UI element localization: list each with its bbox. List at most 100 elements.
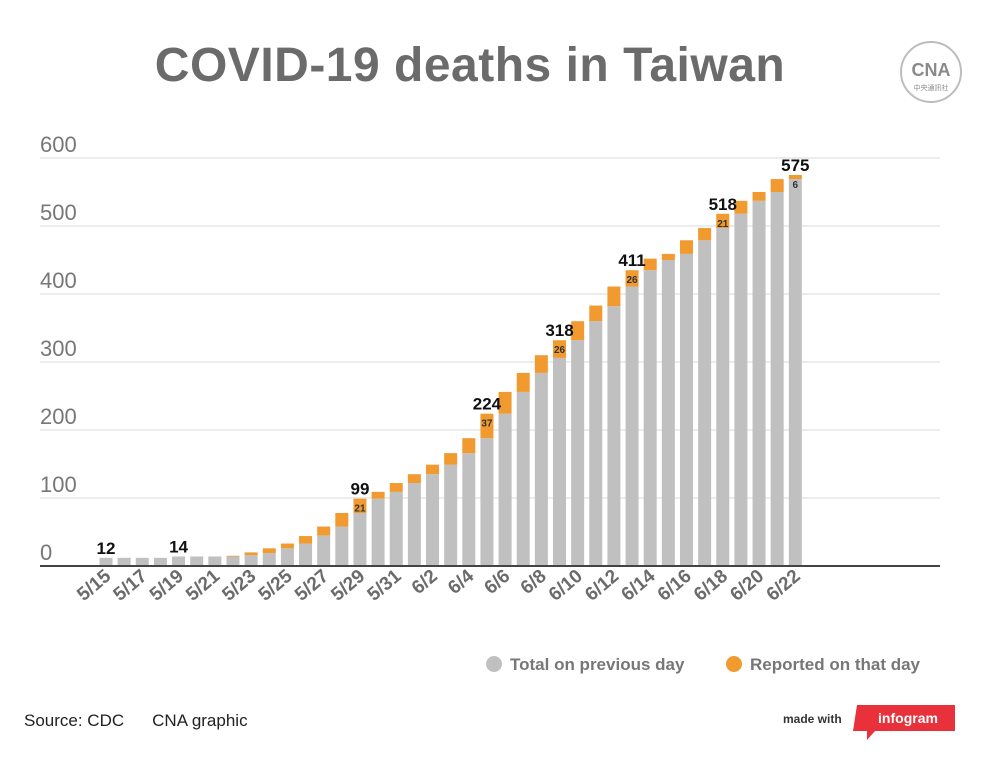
bar-daily <box>589 305 603 322</box>
bar-daily <box>299 536 313 544</box>
chart-title: COVID-19 deaths in Taiwan <box>154 39 786 92</box>
bar-total <box>135 557 149 566</box>
bar-total <box>407 483 421 566</box>
cna-logo-icon: CNA 中央通訊社 <box>900 41 962 103</box>
data-label-daily: 26 <box>554 345 566 356</box>
legend-label-reported: Reported on that day <box>750 655 921 674</box>
bar-total <box>353 512 367 566</box>
bar-total <box>607 306 621 566</box>
y-tick-label: 100 <box>40 472 77 497</box>
source-text: Source: CDC <box>24 711 125 730</box>
bar-total <box>426 474 440 566</box>
bar-total <box>117 557 131 566</box>
data-label-total: 99 <box>350 480 369 499</box>
bar-total <box>280 548 294 566</box>
bar-total <box>244 555 258 566</box>
bar-daily <box>280 543 294 549</box>
bar-total <box>226 556 240 566</box>
bar-total <box>153 557 167 566</box>
y-tick-label: 600 <box>40 132 77 157</box>
data-label-total: 14 <box>169 537 188 556</box>
credit-text: CNA graphic <box>152 711 248 730</box>
bar-total <box>480 438 494 566</box>
bar-daily <box>498 391 512 414</box>
bar-daily <box>752 192 766 201</box>
bar-total <box>462 453 476 566</box>
data-label-daily: 21 <box>354 504 366 515</box>
bar-daily <box>426 464 440 475</box>
bar-total <box>698 240 712 566</box>
x-tick-label: 6/6 <box>481 566 515 599</box>
data-label-daily: 6 <box>793 180 799 191</box>
data-label-total: 575 <box>781 156 809 175</box>
legend-label-total: Total on previous day <box>510 655 685 674</box>
x-tick-label: 6/4 <box>444 565 478 598</box>
x-tick-label: 5/23 <box>219 566 261 606</box>
bar-daily <box>553 340 566 358</box>
data-label-total: 224 <box>473 395 502 414</box>
bar-daily <box>226 555 240 557</box>
bar-daily <box>679 240 693 254</box>
bar-total <box>335 526 349 566</box>
x-tick-label: 6/10 <box>545 566 587 606</box>
x-tick-label: 5/17 <box>110 566 152 606</box>
bar-daily <box>571 321 585 341</box>
bar-total <box>571 340 585 566</box>
bar-daily <box>661 253 675 260</box>
x-tick-label: 6/14 <box>618 565 660 605</box>
bar-daily <box>480 413 494 439</box>
y-tick-label: 300 <box>40 336 77 361</box>
bar-total <box>589 321 603 566</box>
infogram-badge[interactable]: infogram <box>853 703 957 741</box>
bar-total <box>317 535 331 566</box>
bar-daily <box>534 355 548 373</box>
bar-daily <box>698 228 712 241</box>
bar-total <box>190 556 204 566</box>
bar-daily <box>444 453 458 465</box>
y-tick-label: 200 <box>40 404 77 429</box>
bar-daily <box>625 270 639 287</box>
data-label-daily: 37 <box>481 419 493 430</box>
bar-daily <box>716 213 730 229</box>
legend-swatch-reported <box>726 656 742 672</box>
bar-total <box>788 179 802 566</box>
y-tick-label: 500 <box>40 200 77 225</box>
logo-subtext: 中央通訊社 <box>914 83 949 92</box>
infogram-text: infogram <box>878 710 938 726</box>
x-tick-label: 5/29 <box>327 566 369 606</box>
x-tick-label: 5/15 <box>73 565 115 605</box>
bar-daily <box>734 200 748 214</box>
bar-daily <box>788 175 802 180</box>
x-tick-label: 6/2 <box>408 566 442 599</box>
bar-daily <box>244 552 258 556</box>
data-label-daily: 26 <box>626 275 638 286</box>
bar-total <box>99 557 113 566</box>
bar-total <box>752 200 766 566</box>
bar-daily <box>516 372 530 392</box>
bar-total <box>208 556 222 566</box>
data-label-total: 411 <box>618 251 645 270</box>
bar-total <box>299 543 313 566</box>
bar-chart: 01002003004005006005/155/175/195/215/235… <box>40 132 940 606</box>
bar-daily <box>262 548 276 554</box>
y-tick-label: 400 <box>40 268 77 293</box>
bar-total <box>734 213 748 566</box>
x-tick-label: 6/12 <box>581 566 623 606</box>
bar-daily <box>607 286 621 307</box>
bar-total <box>444 464 458 566</box>
bar-daily <box>335 512 349 527</box>
legend-swatch-total <box>486 656 502 672</box>
x-tick-label: 6/18 <box>690 566 732 606</box>
bar-total <box>625 286 639 566</box>
bar-total <box>498 413 512 566</box>
bar-total <box>661 260 675 566</box>
bar-daily <box>643 258 657 271</box>
data-label-total: 318 <box>545 321 573 340</box>
x-tick-label: 5/27 <box>291 566 333 606</box>
bar-daily <box>317 526 331 536</box>
bar-total <box>553 357 566 566</box>
data-label-total: 12 <box>97 539 116 558</box>
x-tick-label: 6/16 <box>654 566 696 606</box>
data-label-daily: 21 <box>717 219 729 230</box>
bar-total <box>389 491 403 566</box>
